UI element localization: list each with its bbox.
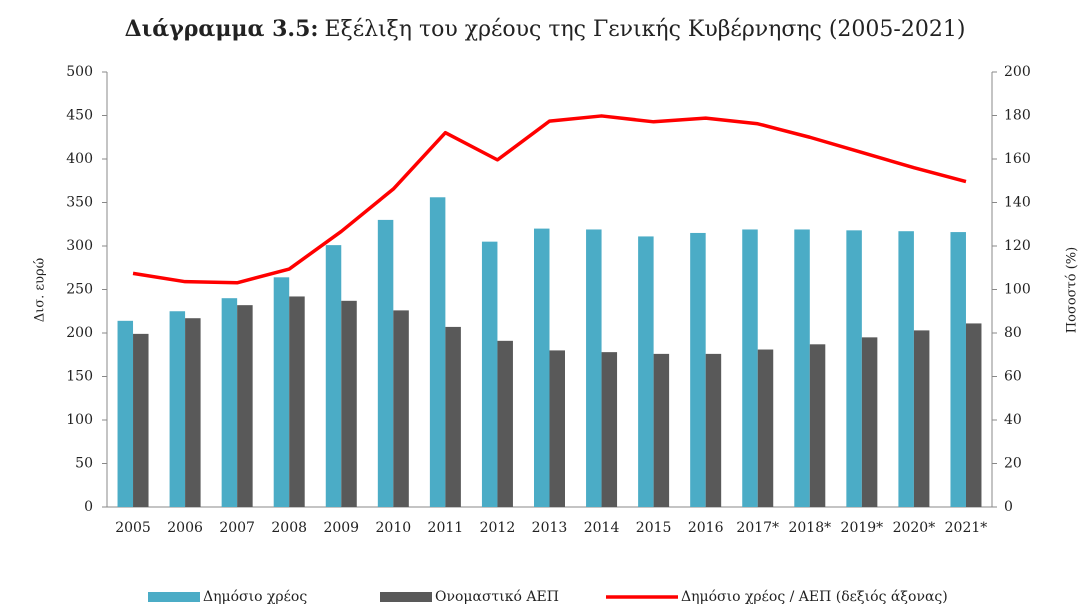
- bar: [549, 350, 565, 507]
- x-tick-label: 2009: [323, 520, 359, 536]
- x-tick-label: 2017*: [736, 520, 779, 536]
- x-tick-label: 2008: [271, 520, 307, 536]
- x-tick-label: 2012: [480, 520, 516, 536]
- bar: [861, 337, 878, 507]
- bar: [325, 245, 342, 507]
- y2-tick-label: 80: [1004, 325, 1022, 341]
- x-tick-label: 2019*: [841, 520, 884, 536]
- legend-swatch: [380, 592, 432, 602]
- bar: [429, 197, 446, 507]
- bar: [133, 333, 149, 507]
- bar: [289, 296, 305, 507]
- legend-label: Ονομαστικό ΑΕΠ: [435, 589, 559, 605]
- y-tick-label: 100: [66, 412, 93, 428]
- y-tick-label: 0: [84, 499, 93, 515]
- bar: [794, 229, 810, 507]
- bar: [393, 310, 409, 507]
- x-tick-label: 2007: [219, 520, 255, 536]
- x-tick-label: 2020*: [893, 520, 936, 536]
- y2-tick-label: 40: [1004, 412, 1022, 428]
- x-tick-label: 2021*: [945, 520, 988, 536]
- y2-tick-label: 160: [1004, 151, 1031, 167]
- x-tick-label: 2011: [428, 520, 464, 536]
- y-tick-label: 200: [66, 325, 93, 341]
- line-series: [132, 114, 967, 285]
- legend-label: Δημόσιο χρέος: [203, 588, 307, 605]
- y-tick-label: 300: [66, 238, 93, 254]
- x-tick-label: 2013: [532, 520, 568, 536]
- y2-axis-label: Ποσοστό (%): [1065, 247, 1080, 333]
- bar: [846, 230, 862, 507]
- y2-tick-label: 140: [1004, 195, 1031, 211]
- chart-title: Εξέλιξη του χρέους της Γενικής Κυβέρνηση…: [325, 17, 966, 42]
- y-tick-label: 150: [66, 369, 93, 385]
- bar: [913, 330, 930, 507]
- bar: [185, 318, 201, 507]
- legend-swatch: [148, 592, 200, 602]
- bar: [586, 229, 602, 507]
- y2-tick-label: 20: [1004, 456, 1022, 472]
- bar: [705, 353, 722, 507]
- y-tick-label: 400: [66, 151, 93, 167]
- y-axis-label: Δισ. ευρώ: [33, 258, 48, 323]
- title-prefix: Διάγραμμα 3.5:: [125, 16, 319, 42]
- bar: [237, 305, 253, 507]
- bar: [341, 300, 357, 507]
- y-tick-label: 350: [66, 195, 93, 211]
- bar: [481, 241, 498, 507]
- y2-tick-label: 200: [1004, 64, 1031, 80]
- y-tick-label: 450: [66, 108, 93, 124]
- bar: [534, 228, 550, 507]
- bar: [445, 326, 461, 507]
- y-tick-label: 50: [75, 456, 93, 472]
- x-tick-label: 2010: [376, 520, 412, 536]
- bar: [169, 311, 186, 507]
- bar: [221, 298, 238, 507]
- bar: [950, 232, 966, 507]
- y2-tick-label: 0: [1004, 499, 1013, 515]
- x-tick-label: 2006: [167, 520, 203, 536]
- legend-label: Δημόσιο χρέος / ΑΕΠ (δεξιός άξονας): [681, 588, 948, 605]
- bar: [601, 352, 618, 507]
- x-tick-label: 2014: [584, 520, 620, 536]
- y2-tick-label: 120: [1004, 238, 1031, 254]
- bar: [757, 349, 774, 507]
- x-tick-label: 2015: [636, 520, 672, 536]
- y-tick-label: 250: [66, 282, 93, 298]
- y2-tick-label: 100: [1004, 282, 1031, 298]
- x-tick-label: 2018*: [788, 520, 831, 536]
- y2-tick-label: 60: [1004, 369, 1022, 385]
- bar: [377, 219, 394, 507]
- y-tick-label: 500: [66, 64, 93, 80]
- x-tick-label: 2005: [115, 520, 151, 536]
- bar: [898, 231, 914, 507]
- bar: [742, 229, 758, 507]
- x-tick-label: 2016: [688, 520, 724, 536]
- bar: [273, 277, 290, 507]
- bar: [497, 340, 513, 507]
- y2-tick-label: 180: [1004, 108, 1031, 124]
- bar: [117, 320, 134, 507]
- bar: [690, 232, 706, 507]
- bar: [809, 344, 826, 507]
- bar: [653, 353, 670, 507]
- chart-title-group: Διάγραμμα 3.5: Εξέλιξη του χρέους της Γεν…: [125, 16, 966, 42]
- bar: [638, 236, 654, 507]
- bar: [965, 323, 982, 507]
